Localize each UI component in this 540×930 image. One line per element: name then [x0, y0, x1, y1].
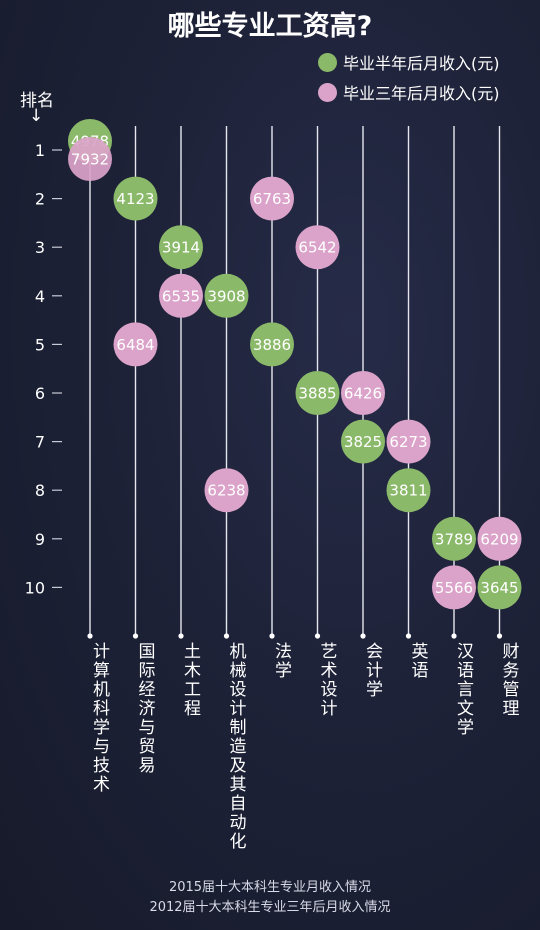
- bubble-value-label: 6273: [389, 433, 427, 451]
- bubble-pink: [477, 516, 522, 561]
- bubble-pink: [159, 273, 203, 318]
- bubble-green: [204, 273, 249, 318]
- bubble-value-label: 6426: [344, 385, 382, 403]
- rank-tick-label: 7: [35, 433, 45, 452]
- category-line-end-dot: [360, 633, 366, 639]
- bubble-green: [250, 322, 294, 367]
- category-label: 土木工程: [180, 642, 201, 718]
- footer-note-1: 2015届十大本科生专业月收入情况: [168, 880, 372, 895]
- bubble-value-label: 3811: [389, 482, 427, 500]
- bubble-pink: [341, 371, 385, 415]
- category-label: 法学: [271, 642, 292, 680]
- bubble-value-label: 6238: [207, 482, 245, 500]
- rank-tick-label: 1: [35, 141, 45, 160]
- bubble-pink: [250, 176, 294, 221]
- bubble-pink: [68, 137, 112, 181]
- rank-tick-label: 3: [35, 238, 45, 257]
- rank-tick-label: 5: [35, 335, 45, 354]
- chart-title: 哪些专业工资高?: [167, 11, 373, 42]
- bubble-value-label: 3914: [162, 239, 200, 257]
- category-label: 会计学: [362, 642, 383, 699]
- bubble-value-label: 7932: [71, 151, 109, 169]
- category-label: 英语: [408, 642, 429, 680]
- legend-item-series1: 毕业半年后月收入(元): [318, 50, 500, 74]
- bubble-pink: [386, 419, 431, 464]
- bubble-green: [432, 516, 476, 561]
- down-arrow-icon: ↓: [29, 106, 44, 126]
- rank-tick-label: 6: [35, 384, 45, 403]
- bubble-pink: [113, 322, 158, 367]
- bubble-value-label: 3789: [435, 530, 473, 548]
- bubble-value-label: 6209: [480, 530, 518, 548]
- rank-axis-label: 排名: [20, 91, 54, 111]
- bubble-value-label: 6763: [253, 190, 291, 208]
- legend-item-series2: 毕业三年后月收入(元): [318, 80, 500, 104]
- footer-note-2: 2012届十大本科生专业三年后月收入情况: [149, 900, 391, 915]
- category-line-end-dot: [496, 633, 503, 639]
- bubble-value-label: 4123: [116, 190, 154, 208]
- bubble-green: [295, 371, 340, 415]
- bubble-value-label: 6535: [162, 287, 200, 305]
- legend-swatch-pink: [318, 82, 337, 102]
- category-line-end-dot: [87, 633, 93, 639]
- bubble-green: [477, 565, 522, 610]
- category-line-end-dot: [405, 633, 412, 639]
- rank-tick-label: 10: [25, 578, 45, 597]
- bubble-value-label: 6542: [298, 239, 336, 257]
- category-label: 汉语言文学: [453, 642, 474, 737]
- legend-label-series2: 毕业三年后月收入(元): [343, 84, 500, 103]
- category-line-end-dot: [223, 633, 230, 639]
- bubble-value-label: 3885: [298, 385, 336, 403]
- rank-tick-label: 2: [35, 190, 45, 209]
- category-label: 国际经济与贸易: [135, 642, 156, 775]
- bubble-green: [159, 225, 203, 270]
- bubble-value-label: 5566: [435, 579, 473, 597]
- bubble-green: [386, 468, 431, 513]
- category-label: 计算机科学与技术: [89, 642, 110, 794]
- category-line-end-dot: [178, 633, 184, 639]
- legend-label-series1: 毕业半年后月收入(元): [343, 54, 500, 73]
- category-line-end-dot: [451, 633, 457, 639]
- category-line-end-dot: [269, 633, 275, 639]
- bubble-pink: [432, 565, 476, 610]
- rank-tick-label: 8: [35, 481, 45, 500]
- category-label: 机械设计制造及其自动化: [226, 642, 247, 851]
- category-line-end-dot: [132, 633, 139, 639]
- bubble-value-label: 3645: [480, 579, 518, 597]
- rank-tick-label: 4: [35, 287, 45, 306]
- bubble-green: [341, 419, 385, 464]
- bubble-pink: [295, 225, 340, 270]
- rank-tick-label: 9: [35, 530, 45, 549]
- bubble-value-label: 3825: [344, 433, 382, 451]
- category-line-end-dot: [314, 633, 321, 639]
- bubble-value-label: 6484: [116, 336, 154, 354]
- category-label: 艺术设计: [317, 642, 338, 718]
- bubble-pink: [204, 468, 249, 513]
- category-label: 财务管理: [499, 642, 520, 718]
- bubble-green: [113, 176, 158, 221]
- legend-swatch-green: [318, 52, 337, 72]
- bubble-value-label: 3908: [207, 287, 245, 305]
- bubble-value-label: 3886: [253, 336, 291, 354]
